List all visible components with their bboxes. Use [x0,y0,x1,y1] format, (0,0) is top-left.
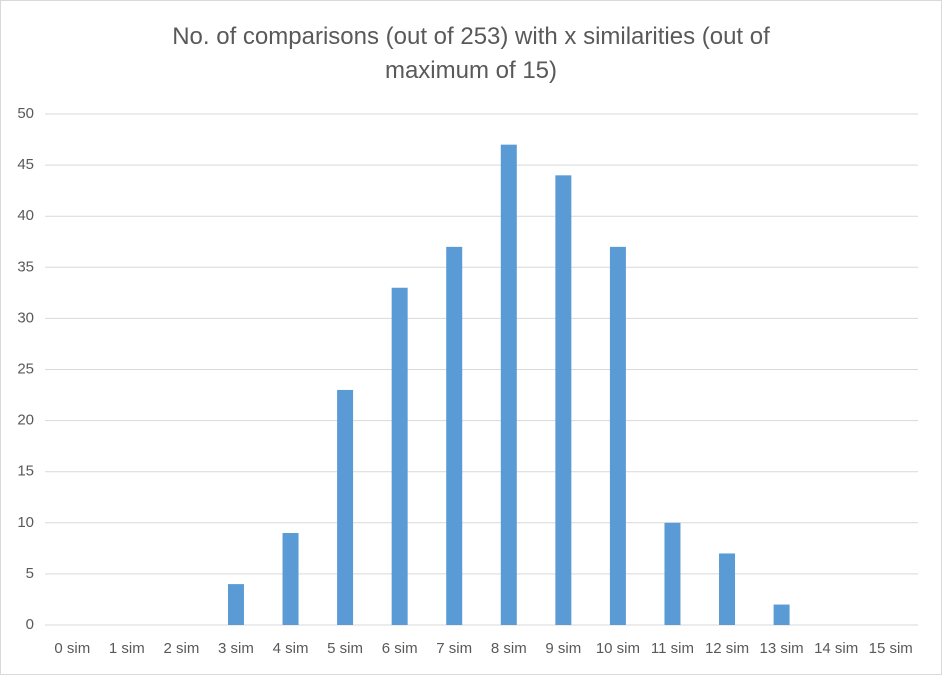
bar [500,144,517,625]
x-tick-label: 4 sim [273,640,309,657]
bar [446,246,463,626]
bar [337,389,354,625]
x-tick-label: 10 sim [596,640,640,657]
y-tick-label: 25 [17,360,34,377]
x-tick-label: 12 sim [705,640,749,657]
x-tick-label: 3 sim [218,640,254,657]
bar [282,533,299,625]
bar [773,604,790,625]
bar [719,553,736,625]
bar [555,175,572,625]
x-tick-label: 5 sim [327,640,363,657]
x-tick-label: 1 sim [109,640,145,657]
x-tick-label: 11 sim [651,640,694,657]
x-tick-label: 8 sim [491,640,527,657]
y-tick-label: 10 [17,514,34,531]
x-tick-label: 0 sim [54,640,90,657]
bar [609,246,626,626]
bar [664,522,681,625]
bar [227,584,244,625]
chart-title: No. of comparisons (out of 253) with x s… [172,23,770,84]
y-tick-label: 15 [17,463,34,480]
y-tick-label: 5 [26,565,34,582]
x-tick-label: 9 sim [545,640,581,657]
y-tick-label: 35 [17,258,34,275]
y-tick-label: 45 [17,156,34,173]
x-tick-label: 6 sim [382,640,418,657]
x-tick-label: 7 sim [436,640,472,657]
x-tick-label: 13 sim [760,640,804,657]
bar [391,287,408,625]
x-tick-label: 14 sim [814,640,858,657]
y-tick-label: 30 [17,309,34,326]
x-tick-label: 2 sim [163,640,199,657]
y-tick-label: 50 [17,105,34,122]
y-tick-label: 40 [17,207,34,224]
x-tick-label: 15 sim [869,640,913,657]
y-tick-label: 20 [17,412,34,429]
y-tick-label: 0 [26,616,34,633]
